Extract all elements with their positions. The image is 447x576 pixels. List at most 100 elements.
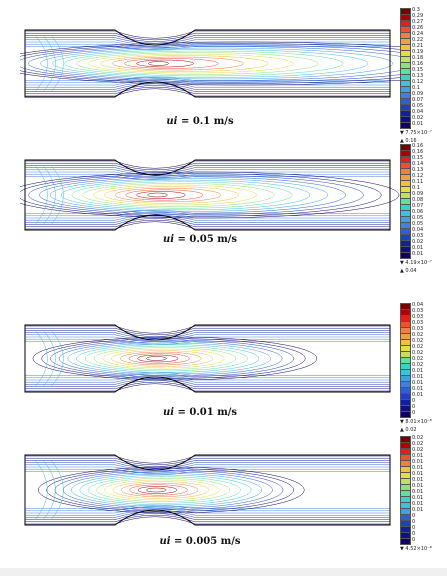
contour-line	[25, 511, 390, 518]
legend-label: 0	[412, 525, 416, 531]
velocity-contours	[25, 455, 390, 525]
legend-label: 0.02	[412, 435, 424, 441]
legend-label: 0.12	[412, 173, 424, 179]
contour-line	[58, 341, 283, 376]
channel-wall	[24, 29, 391, 98]
contour-line	[25, 165, 390, 172]
legend-label: 0.01	[412, 495, 424, 501]
legend-max-value: ▲ 0.16	[400, 138, 417, 144]
contour-plot-3	[24, 324, 391, 393]
legend-label: 0.01	[412, 489, 424, 495]
legend-min-value: ▼ 4.19×10⁻⁷	[400, 260, 432, 266]
contour-line	[112, 56, 244, 71]
contour-line	[85, 345, 248, 372]
legend-label: 0.01	[412, 374, 424, 380]
legend-label: 0.05	[412, 215, 424, 221]
legend-swatch	[400, 252, 411, 259]
legend-label: 0.15	[412, 67, 424, 73]
legend-label: 0.13	[412, 167, 424, 173]
legend-label: 0.02	[412, 332, 424, 338]
legend-entry: 0.01	[400, 121, 447, 129]
panel-caption-1: ui = 0.1 m/s	[166, 116, 234, 127]
contour-line	[148, 61, 169, 66]
legend-label: 0.03	[412, 320, 424, 326]
contour-line	[25, 504, 390, 509]
channel-wall	[24, 454, 391, 526]
legend-label: 0	[412, 513, 416, 519]
legend-label: 0.02	[412, 441, 424, 447]
contour-line	[25, 173, 390, 179]
contour-line	[42, 164, 56, 226]
contour-line	[67, 342, 271, 375]
contour-line	[25, 457, 390, 466]
contour-line	[76, 344, 260, 373]
contour-line	[25, 471, 390, 476]
contour-line	[41, 338, 306, 379]
contour-line	[25, 327, 390, 336]
contour-line	[25, 30, 390, 39]
legend-swatch	[400, 411, 411, 418]
legend-label: 0.03	[412, 308, 424, 314]
contour-line	[87, 476, 241, 504]
contour-line	[88, 53, 294, 74]
legend-label: 0.26	[412, 25, 424, 31]
contour-line	[124, 58, 219, 69]
legend-label: 0.1	[412, 185, 420, 191]
legend-label: 0.15	[412, 155, 424, 161]
contour-line	[39, 176, 346, 214]
contour-line	[25, 516, 390, 525]
legend-label: 0.02	[412, 338, 424, 344]
contour-line	[129, 484, 188, 496]
channel-wall	[24, 324, 391, 393]
contour-line	[25, 381, 390, 390]
legend-label: 0.04	[412, 227, 424, 233]
legend-label: 0.06	[412, 209, 424, 215]
contour-line	[136, 59, 194, 68]
legend-label: 0.05	[412, 103, 424, 109]
velocity-contours	[20, 30, 400, 97]
contour-line	[20, 43, 400, 84]
legend-label: 0.01	[412, 251, 424, 257]
legend-label: 0.02	[412, 344, 424, 350]
contour-line	[114, 187, 222, 203]
contour-line	[25, 218, 390, 225]
contour-line	[25, 380, 390, 387]
contour-plot-4	[24, 454, 391, 526]
legend-label: 0	[412, 519, 416, 525]
contour-line	[25, 455, 390, 464]
contour-line	[103, 186, 239, 204]
contour-line	[121, 482, 199, 498]
legend-label: 0.02	[412, 362, 424, 368]
legend-label: 0.16	[412, 149, 424, 155]
legend-label: 0.02	[412, 115, 424, 121]
legend-max-value: ▲ 0.02	[400, 427, 417, 433]
contour-line	[111, 350, 213, 367]
contour-line	[25, 330, 390, 337]
contour-line	[40, 47, 394, 80]
contour-line	[38, 466, 305, 514]
contour-line	[112, 481, 209, 499]
legend-label: 0.24	[412, 31, 424, 37]
legend-min-value: ▼ 4.52×10⁻⁸	[400, 546, 432, 552]
legend-label: 0	[412, 398, 416, 404]
contour-line	[20, 44, 400, 83]
contour-line	[25, 462, 390, 469]
contour-line	[93, 347, 237, 370]
contour-line	[102, 348, 225, 369]
legend-label: 0	[412, 410, 416, 416]
legend-label: 0.01	[412, 121, 424, 127]
legend-label: 0.01	[412, 471, 424, 477]
legend-entry: 0	[400, 537, 447, 545]
legend-label: 0.03	[412, 314, 424, 320]
contour-line	[25, 378, 390, 385]
contour-line	[46, 468, 294, 512]
contour-line	[25, 213, 390, 219]
legend-label: 0.02	[412, 350, 424, 356]
contour-line	[128, 353, 190, 364]
contour-line	[145, 487, 167, 493]
contour-line	[137, 354, 179, 363]
contour-line	[50, 329, 64, 388]
legend-label: 0.01	[412, 459, 424, 465]
contour-line	[50, 34, 64, 93]
legend-label: 0.01	[412, 245, 424, 251]
